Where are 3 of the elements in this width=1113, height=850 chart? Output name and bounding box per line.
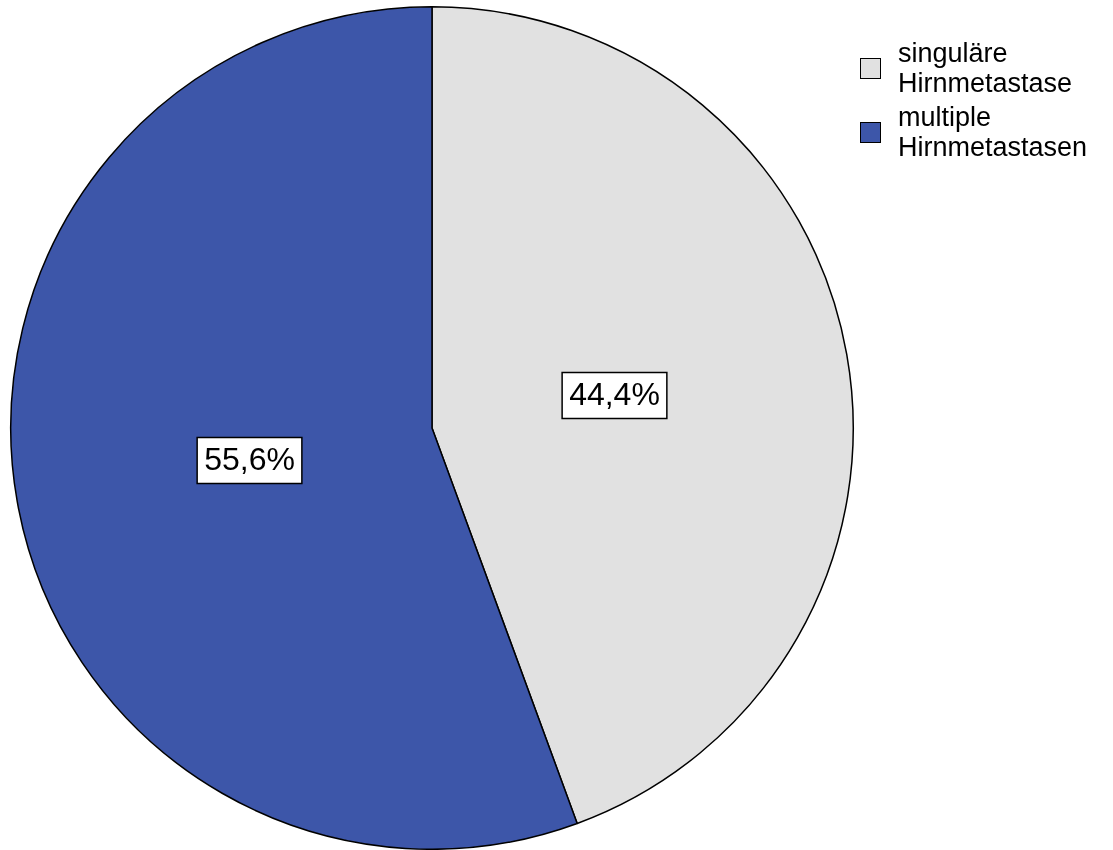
- data-label: 44,4%: [569, 376, 660, 413]
- data-label: 55,6%: [204, 441, 295, 478]
- legend-label: multiple Hirnmetastasen: [898, 102, 1088, 162]
